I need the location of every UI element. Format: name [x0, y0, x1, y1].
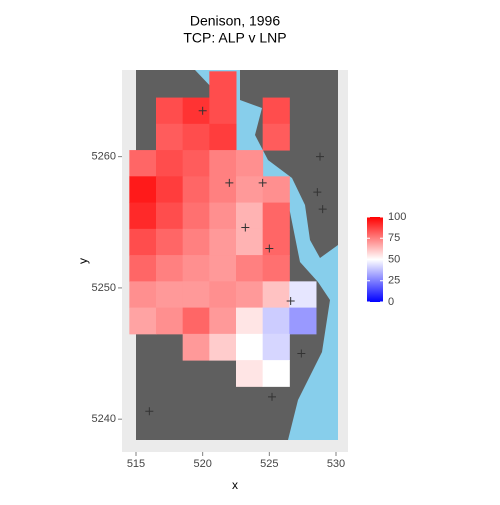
cell [289, 307, 317, 335]
polling-place [316, 152, 324, 161]
cell [209, 176, 237, 204]
cell [289, 281, 317, 309]
x-tick-label: 530 [327, 458, 345, 470]
polling-place [313, 188, 322, 197]
cell [129, 281, 157, 309]
cell [182, 176, 210, 204]
cell [236, 176, 264, 204]
cell [182, 150, 210, 177]
cell [209, 202, 237, 230]
chart-title: Denison, 1996 [190, 13, 281, 29]
polling-place [241, 223, 250, 232]
cell [236, 281, 264, 309]
raster [129, 71, 317, 387]
cell [209, 97, 237, 125]
cell [209, 281, 237, 309]
cell [182, 281, 210, 309]
x-tick-label: 525 [260, 458, 278, 470]
cell [182, 123, 210, 151]
cell [262, 228, 290, 256]
cell [236, 307, 264, 335]
cell [129, 228, 157, 256]
points [145, 106, 327, 416]
cell [209, 123, 237, 151]
polling-place [145, 407, 154, 416]
cell [209, 307, 237, 335]
x-tick-label: 515 [127, 458, 145, 470]
cell [209, 255, 237, 282]
cell [129, 307, 157, 335]
polling-place [198, 106, 207, 115]
cell [156, 307, 184, 335]
polling-place [225, 178, 234, 187]
y-tick-label: 5250 [92, 282, 116, 294]
cell [262, 202, 290, 230]
cell [209, 333, 237, 361]
cell [236, 150, 264, 177]
cell [236, 228, 264, 256]
cell [209, 228, 237, 256]
cell [236, 360, 264, 387]
polling-place [265, 244, 274, 253]
cell [209, 71, 237, 99]
x-axis-title: x [232, 478, 238, 492]
cell [262, 360, 290, 387]
cell [262, 123, 290, 151]
cell [262, 333, 290, 361]
cell [262, 97, 290, 125]
cell [182, 307, 210, 335]
cell [156, 228, 184, 256]
polling-place [297, 349, 306, 358]
cell [236, 333, 264, 361]
y-tick-label: 5240 [92, 413, 116, 425]
x-tick-label: 520 [193, 458, 211, 470]
cell [262, 281, 290, 309]
legend-tick-label: 75 [388, 232, 400, 244]
polling-place [258, 178, 267, 187]
chart-subtitle: TCP: ALP v LNP [183, 30, 286, 46]
cell [156, 97, 184, 125]
cell [156, 281, 184, 309]
cell [129, 255, 157, 282]
cell [182, 255, 210, 282]
cell [182, 333, 210, 361]
cell [262, 307, 290, 335]
polling-place [286, 297, 295, 306]
cell [156, 150, 184, 177]
legend-tick-label: 100 [388, 211, 406, 223]
legend-tick-label: 25 [388, 275, 400, 287]
cell [182, 228, 210, 256]
legend-tick-label: 50 [388, 253, 400, 265]
cell [129, 202, 157, 230]
cell [129, 176, 157, 204]
cell [262, 255, 290, 282]
polling-place [318, 205, 327, 214]
cell [156, 123, 184, 151]
cell [156, 176, 184, 204]
cell [156, 255, 184, 282]
y-tick-label: 5260 [92, 151, 116, 163]
cell [209, 150, 237, 177]
colorbar [367, 217, 383, 302]
cell [236, 202, 264, 230]
legend-tick-label: 0 [388, 296, 394, 308]
cell [236, 255, 264, 282]
cell [262, 176, 290, 204]
cell [182, 202, 210, 230]
y-axis-title: y [76, 258, 90, 264]
cell [156, 202, 184, 230]
cell [129, 150, 157, 177]
polling-place [268, 392, 276, 401]
